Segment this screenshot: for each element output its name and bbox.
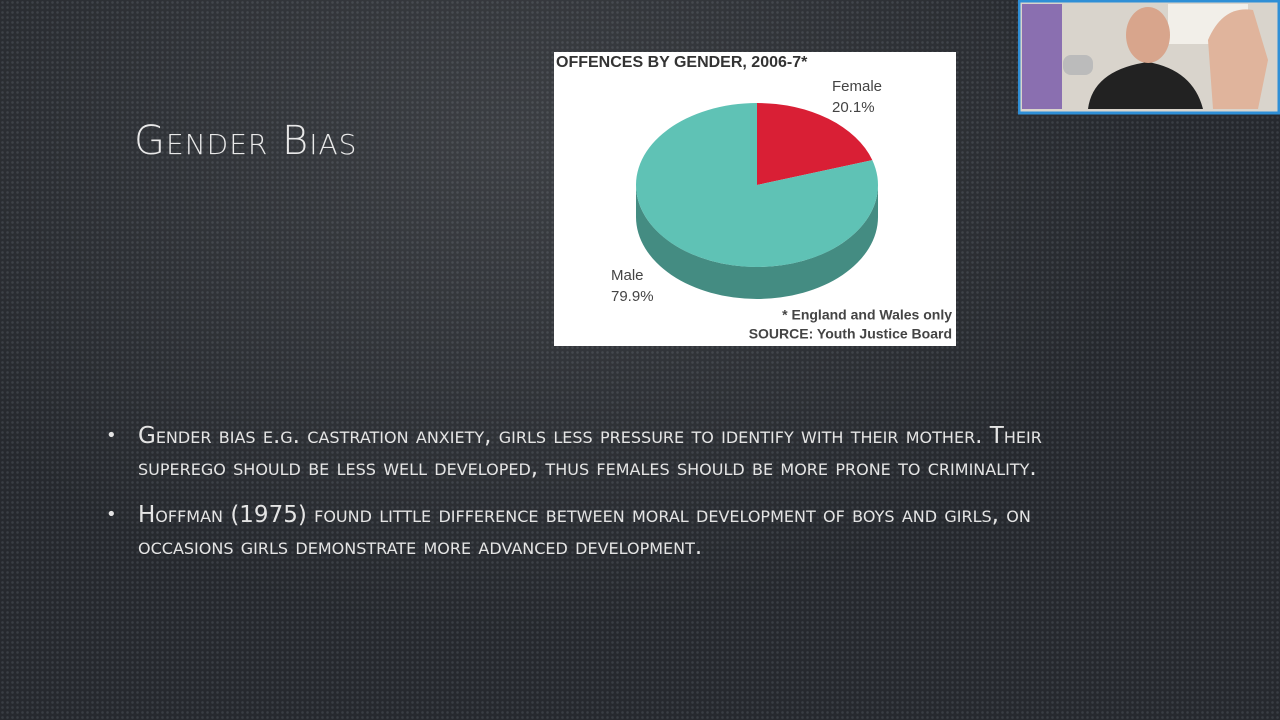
chart: OFFENCES BY GENDER, 2006-7* * England an… (556, 54, 952, 342)
slice-value-label: 79.9% (611, 288, 654, 305)
pie-slice (635, 103, 878, 267)
chart-image: OFFENCES BY GENDER, 2006-7* * England an… (554, 52, 956, 346)
pie-slice (757, 103, 873, 185)
bullet: Gender bias e.g. castration anxiety, gir… (106, 420, 1126, 484)
slide-title: Gender Bias (134, 118, 358, 164)
bullet-list: Gender bias e.g. castration anxiety, gir… (106, 420, 1126, 578)
webcam-overlay (1018, 0, 1280, 115)
slice-label: Male (611, 267, 644, 284)
slice-value-label: 20.1% (832, 99, 875, 116)
slice-label: Female (832, 78, 882, 95)
source-note: SOURCE: Youth Justice Board (749, 326, 952, 342)
chart-title: OFFENCES BY GENDER, 2006-7* (556, 54, 808, 71)
pie-side (636, 185, 878, 299)
footnote: * England and Wales only (782, 307, 952, 323)
bullet: Hoffman (1975) found little difference b… (106, 499, 1126, 563)
